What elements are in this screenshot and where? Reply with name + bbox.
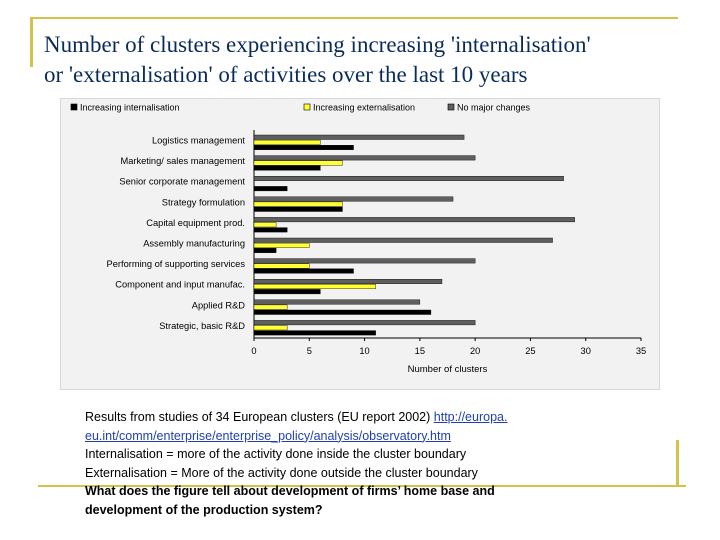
bar-0-7 (253, 289, 321, 295)
legend-label-1: Increasing externalisation (313, 103, 415, 113)
bar-1-5 (253, 242, 310, 248)
bar-2-7 (253, 278, 443, 284)
bar-0-1 (253, 165, 321, 171)
source-line-2: eu.int/comm/enterprise/enterprise_policy… (85, 427, 685, 446)
category-label-5: Assembly manufacturing (143, 239, 245, 249)
bar-0-0 (253, 145, 354, 150)
bar-2-3 (253, 196, 454, 202)
x-axis-label: Number of clusters (408, 364, 488, 375)
bar-2-1 (253, 155, 476, 161)
legend-swatch-2 (447, 103, 455, 111)
bar-2-5 (253, 237, 553, 243)
notes-decor-right (676, 440, 679, 486)
bar-0-4 (253, 227, 288, 233)
bar-1-4 (253, 222, 277, 228)
question-line-1: What does the figure tell about developm… (85, 484, 495, 499)
bar-2-2 (253, 175, 564, 181)
externalisation-definition: Externalisation = More of the activity d… (85, 465, 478, 480)
category-label-3: Strategy formulation (162, 197, 245, 207)
x-tick-label-1: 5 (307, 346, 312, 356)
bar-1-9 (253, 325, 288, 331)
category-label-2: Senior corporate management (119, 177, 245, 187)
bar-1-3 (253, 201, 343, 207)
title-decor-top (30, 17, 678, 19)
question-line-2: development of the production system? (85, 502, 323, 517)
bar-0-6 (253, 268, 354, 274)
bar-1-0 (253, 139, 321, 145)
x-tick-label-5: 25 (525, 346, 535, 356)
bar-0-8 (253, 309, 432, 315)
bar-1-8 (253, 304, 288, 310)
source-line: Results from studies of 34 European clus… (85, 408, 685, 427)
x-tick-label-6: 30 (581, 346, 591, 356)
source-link-part-1[interactable]: http://europa. (433, 410, 508, 424)
notes: Results from studies of 34 European clus… (85, 408, 685, 520)
bar-2-6 (253, 258, 476, 264)
title-decor-left (30, 17, 33, 67)
category-label-7: Component and input manufac. (115, 280, 245, 290)
bar-0-5 (253, 247, 277, 253)
notes-decor-divider (38, 485, 686, 487)
category-label-6: Performing of supporting services (107, 259, 246, 269)
legend-swatch-1 (303, 103, 311, 111)
x-tick-label-7: 35 (636, 346, 646, 356)
bar-2-8 (253, 299, 421, 305)
legend-label-0: Increasing internalisation (80, 103, 180, 113)
bar-0-3 (253, 206, 343, 212)
bar-2-9 (253, 320, 476, 326)
x-tick-label-3: 15 (415, 346, 425, 356)
internalisation-definition: Internalisation = more of the activity d… (85, 447, 467, 462)
bar-2-0 (253, 134, 465, 140)
category-label-1: Marketing/ sales management (120, 156, 245, 166)
bar-chart: Increasing internalisation Increasing ext… (70, 103, 646, 375)
bar-1-6 (253, 263, 310, 269)
bar-1-1 (253, 160, 343, 166)
category-label-9: Strategic, basic R&D (159, 321, 245, 331)
x-tick-label-2: 10 (359, 346, 369, 356)
title-line-1: Number of clusters experiencing increasi… (44, 32, 591, 57)
chart-panel: Increasing internalisation Increasing ext… (60, 98, 660, 390)
source-link-part-2[interactable]: eu.int/comm/enterprise/enterprise_policy… (85, 428, 451, 443)
title-line-2: or 'externalisation' of activities over … (44, 62, 528, 87)
bar-0-9 (253, 330, 376, 336)
legend-swatch-0 (70, 103, 78, 111)
slide-title: Number of clusters experiencing increasi… (44, 30, 694, 90)
x-tick-label-4: 20 (470, 346, 480, 356)
bar-0-2 (253, 186, 288, 192)
bar-1-7 (253, 284, 376, 290)
source-text: Results from studies of 34 European clus… (85, 410, 434, 424)
category-label-8: Applied R&D (192, 300, 246, 310)
category-label-0: Logistics management (152, 136, 245, 146)
legend-label-2: No major changes (457, 103, 531, 113)
x-tick-label-0: 0 (251, 346, 256, 356)
category-label-4: Capital equipment prod. (146, 218, 245, 228)
bar-2-4 (253, 217, 575, 223)
